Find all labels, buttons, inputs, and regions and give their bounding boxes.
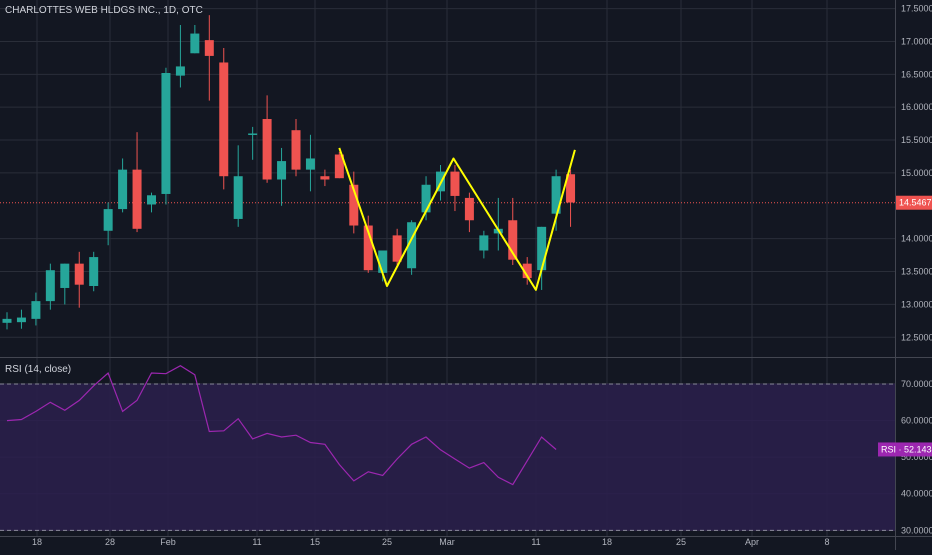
candle-body[interactable]	[147, 195, 156, 205]
candle-body[interactable]	[262, 119, 272, 180]
candle-body[interactable]	[175, 66, 185, 76]
time-tick-label: 18	[602, 537, 612, 547]
candle-body[interactable]	[305, 158, 315, 170]
candle-body[interactable]	[421, 184, 431, 213]
rsi-title: RSI (14, close)	[5, 364, 72, 375]
candle-body[interactable]	[204, 40, 214, 56]
price-tick-label: 15.5000	[901, 135, 932, 145]
candle-body[interactable]	[74, 263, 84, 285]
candle-body[interactable]	[31, 301, 41, 319]
candle-body[interactable]	[277, 161, 287, 180]
price-tick-label: 13.0000	[901, 299, 932, 309]
candle-body[interactable]	[60, 263, 70, 288]
candle-body[interactable]	[407, 222, 417, 269]
pattern-trendline	[338, 147, 576, 291]
rsi-band-layer	[0, 383, 895, 531]
price-tick-label: 12.5000	[901, 332, 932, 342]
symbol-title: CHARLOTTES WEB HLDGS INC., 1D, OTC	[5, 5, 203, 16]
candle-body[interactable]	[103, 209, 113, 231]
time-tick-label: Apr	[745, 537, 759, 547]
time-tick-label: 25	[676, 537, 686, 547]
candle-body[interactable]	[349, 184, 359, 226]
candle-body[interactable]	[45, 270, 55, 302]
candle-body[interactable]	[479, 235, 489, 251]
time-tick-label: 11	[531, 537, 540, 547]
rsi-layer	[6, 365, 557, 486]
rsi-tick-label: 40.0000	[901, 489, 932, 499]
price-tick-label: 13.5000	[901, 267, 932, 277]
time-tick-label: Mar	[439, 537, 455, 547]
candle-body[interactable]	[16, 317, 26, 323]
time-tick-label: 8	[824, 537, 829, 547]
last-price-tag-label: 14.5467	[899, 198, 932, 208]
price-tick-label: 15.0000	[901, 168, 932, 178]
price-tick-label: 16.5000	[901, 69, 932, 79]
price-tick-label: 17.0000	[901, 36, 932, 46]
candle-body[interactable]	[378, 250, 388, 273]
candle-body[interactable]	[161, 73, 171, 194]
candle-body[interactable]	[233, 176, 243, 219]
candle-body[interactable]	[566, 174, 576, 203]
time-tick-label: 18	[32, 537, 42, 547]
price-tick-label: 17.5000	[901, 4, 932, 14]
rsi-value-tag: RSI · 52.1438	[878, 442, 932, 457]
rsi-value-tag-label: RSI · 52.1438	[881, 444, 932, 454]
rsi-value-tag-bg	[878, 442, 932, 457]
rsi-line	[6, 365, 557, 486]
price-tick-label: 14.0000	[901, 234, 932, 244]
last-price-tag: 14.5467	[896, 195, 932, 210]
price-tick-label: 16.0000	[901, 102, 932, 112]
pattern-layer	[338, 147, 576, 291]
axis-layer: 12.5000 13.0000 13.5000 14.0000 15.0000 15.50…	[32, 4, 932, 547]
rsi-tick-label: 30.0000	[901, 525, 932, 535]
candle-body[interactable]	[89, 257, 99, 286]
candle-body[interactable]	[537, 226, 547, 271]
candle-body[interactable]	[190, 33, 200, 54]
candle-body[interactable]	[320, 176, 330, 180]
candle-body[interactable]	[392, 235, 402, 262]
time-tick-label: 25	[382, 537, 392, 547]
last-price-tag-bg	[896, 195, 932, 210]
rsi-tick-label: 50.0000	[901, 452, 932, 462]
time-tick-label: 28	[105, 537, 115, 547]
rsi-band	[0, 383, 895, 531]
candle-body[interactable]	[551, 176, 561, 214]
candle-body[interactable]	[118, 169, 128, 210]
candle-body[interactable]	[464, 197, 474, 221]
candle-body[interactable]	[334, 154, 344, 179]
rsi-tick-label: 60.0000	[901, 416, 932, 426]
time-tick-label: 15	[310, 537, 320, 547]
candles-layer[interactable]	[2, 15, 576, 330]
candle-body[interactable]	[291, 130, 301, 170]
candle-body[interactable]	[508, 220, 518, 260]
candle-body[interactable]	[248, 133, 258, 135]
time-tick-label: 11	[252, 537, 261, 547]
rsi-tick-label: 70.0000	[901, 379, 932, 389]
candle-body[interactable]	[363, 225, 373, 271]
candle-body[interactable]	[450, 171, 460, 196]
candle-body[interactable]	[522, 263, 532, 279]
candle-body[interactable]	[219, 62, 229, 177]
candle-body[interactable]	[132, 169, 142, 229]
candle-body[interactable]	[2, 318, 12, 323]
time-tick-label: Feb	[160, 537, 176, 547]
